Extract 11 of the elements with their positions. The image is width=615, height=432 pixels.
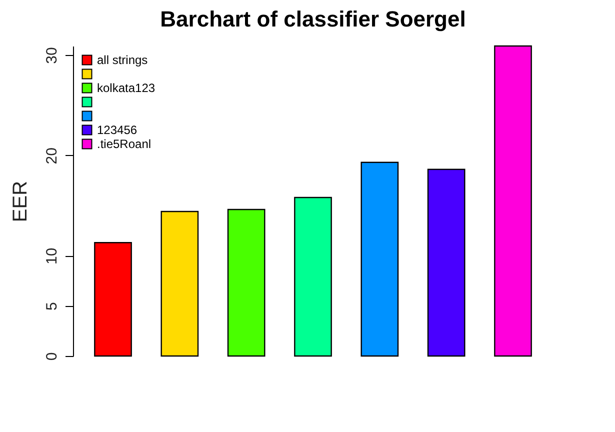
y-tick-label: 30 — [44, 47, 60, 64]
legend-label: .tie5Roanl — [97, 137, 152, 151]
y-tick-label: 20 — [44, 148, 60, 164]
legend-label: 123456 — [97, 123, 138, 137]
y-tick-label: 5 — [44, 302, 60, 311]
chart-title: Barchart of classifier Soergel — [160, 6, 466, 32]
y-tick-label: 10 — [44, 248, 60, 265]
legend-label: kolkata123 — [97, 81, 156, 95]
legend-label: all strings — [97, 53, 148, 67]
y-tick-label: 0 — [44, 352, 60, 361]
y-axis-title: EER — [10, 180, 32, 222]
